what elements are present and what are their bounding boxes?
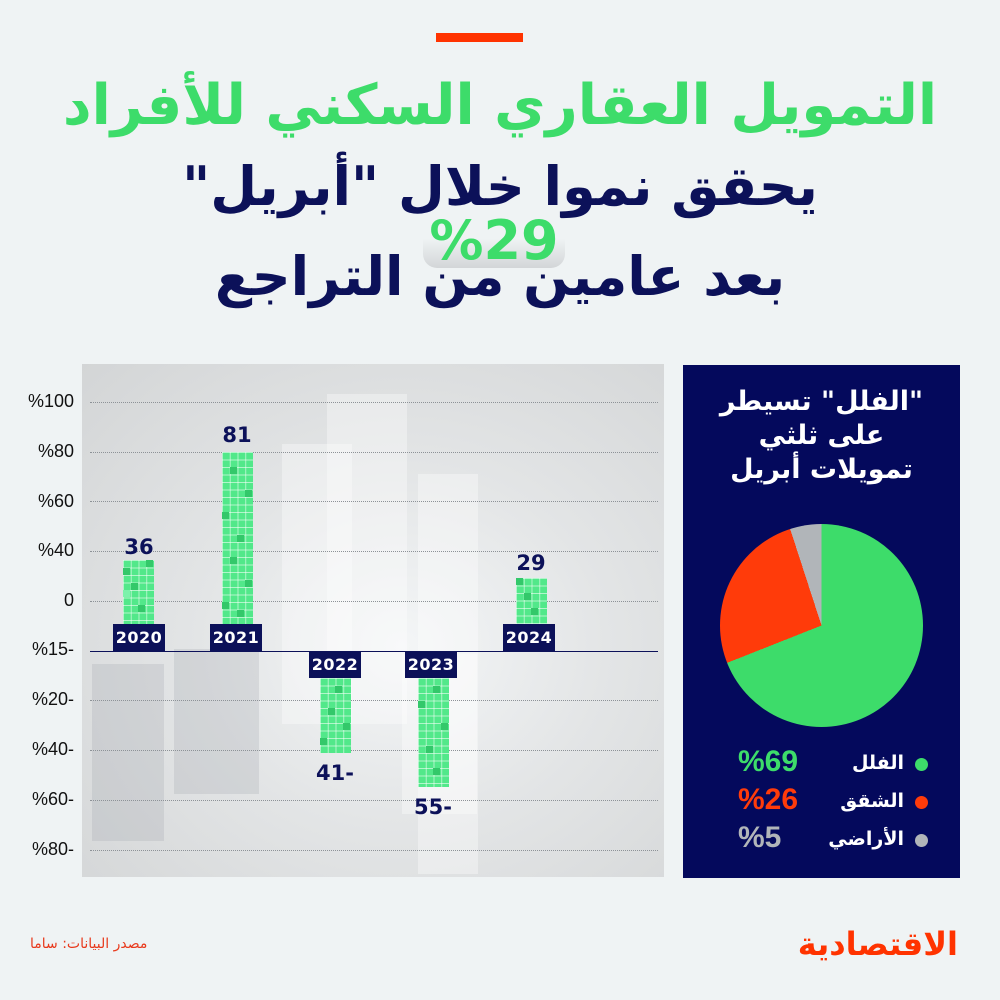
gridline xyxy=(90,850,658,851)
bar-2022 xyxy=(320,678,351,753)
data-source: مصدر البيانات: ساما xyxy=(30,936,148,952)
legend-label: الأراضي xyxy=(828,828,904,850)
y-tick-label: %60- xyxy=(31,789,74,809)
growth-highlight-badge: %29 xyxy=(423,214,565,268)
gridline xyxy=(90,700,658,701)
bar-2024 xyxy=(516,578,547,624)
gridline xyxy=(90,501,658,502)
year-label-2022: 2022 xyxy=(309,651,361,678)
y-tick-label: %80 xyxy=(37,441,74,461)
headline-line-2: يحقق نموا خلال "أبريل"%29 xyxy=(120,160,880,268)
y-tick-label: %40 xyxy=(37,540,74,560)
legend-value: %5 xyxy=(738,821,782,854)
legend-value: %26 xyxy=(738,783,799,816)
y-tick-label: %20- xyxy=(31,689,74,709)
gridline xyxy=(90,551,658,552)
pie-title-line: تمويلات أبريل xyxy=(730,454,913,485)
legend-item-apartments: الشقق %26 xyxy=(683,783,960,816)
legend-item-villas: الفلل %69 xyxy=(683,745,960,778)
pie-chart xyxy=(720,524,923,727)
legend-item-lands: الأراضي %5 xyxy=(683,821,960,854)
value-label-2021: 81 xyxy=(222,423,252,447)
y-tick-label: %100 xyxy=(27,391,74,411)
gridline xyxy=(90,402,658,403)
legend-dot-green-icon xyxy=(915,758,928,771)
legend-label: الشقق xyxy=(840,790,904,812)
legend-dot-red-icon xyxy=(915,796,928,809)
accent-bar xyxy=(436,33,523,42)
headline-text: يحقق نموا خلال "أبريل" xyxy=(182,155,818,218)
pie-title-line: "الفلل" تسيطر xyxy=(719,386,924,417)
brand-logo: الاقتصادية xyxy=(797,925,959,963)
value-label-2020: 36 xyxy=(124,535,154,559)
y-tick-label: %15- xyxy=(31,639,74,659)
pie-panel-title: "الفلل" تسيطر على ثلثي تمويلات أبريل xyxy=(683,385,960,487)
headline-line-1: التمويل العقاري السكني للأفراد xyxy=(62,73,938,138)
bar-2021 xyxy=(222,452,253,624)
gridline xyxy=(90,750,658,751)
legend-value: %69 xyxy=(738,745,799,778)
year-label-2020: 2020 xyxy=(113,624,165,651)
chart-baseline xyxy=(90,651,658,652)
pie-title-line: على ثلثي xyxy=(758,420,885,451)
value-label-2022: 41- xyxy=(316,761,354,785)
building-background-icon xyxy=(92,664,164,841)
legend-dot-gray-icon xyxy=(915,834,928,847)
gridline xyxy=(90,452,658,453)
bar-2020 xyxy=(123,560,154,624)
bar-2023 xyxy=(418,678,449,787)
legend-label: الفلل xyxy=(851,752,904,774)
building-background-icon xyxy=(174,649,259,794)
y-tick-label: %40- xyxy=(31,739,74,759)
y-tick-label: 0 xyxy=(63,590,74,610)
value-label-2024: 29 xyxy=(516,551,546,575)
y-tick-label: %60 xyxy=(37,491,74,511)
headline-line-3: بعد عامين من التراجع xyxy=(214,245,786,308)
y-tick-label: %80- xyxy=(31,839,74,859)
year-label-2024: 2024 xyxy=(503,624,555,651)
value-label-2023: 55- xyxy=(414,795,452,819)
year-label-2023: 2023 xyxy=(405,651,457,678)
gridline xyxy=(90,800,658,801)
gridline xyxy=(90,601,658,602)
year-label-2021: 2021 xyxy=(210,624,262,651)
